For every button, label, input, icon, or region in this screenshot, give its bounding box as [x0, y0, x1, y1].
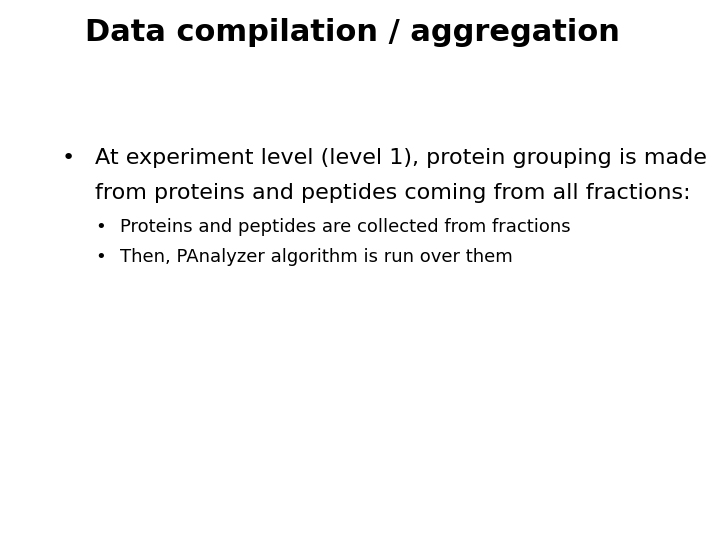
Text: Data compilation / aggregation: Data compilation / aggregation — [85, 18, 620, 47]
Text: •: • — [95, 248, 106, 266]
Text: •: • — [95, 218, 106, 236]
Text: At experiment level (level 1), protein grouping is made: At experiment level (level 1), protein g… — [95, 148, 707, 168]
Text: from proteins and peptides coming from all fractions:: from proteins and peptides coming from a… — [95, 183, 690, 203]
Text: •: • — [62, 148, 76, 168]
Text: Proteins and peptides are collected from fractions: Proteins and peptides are collected from… — [120, 218, 571, 236]
Text: Then, PAnalyzer algorithm is run over them: Then, PAnalyzer algorithm is run over th… — [120, 248, 513, 266]
